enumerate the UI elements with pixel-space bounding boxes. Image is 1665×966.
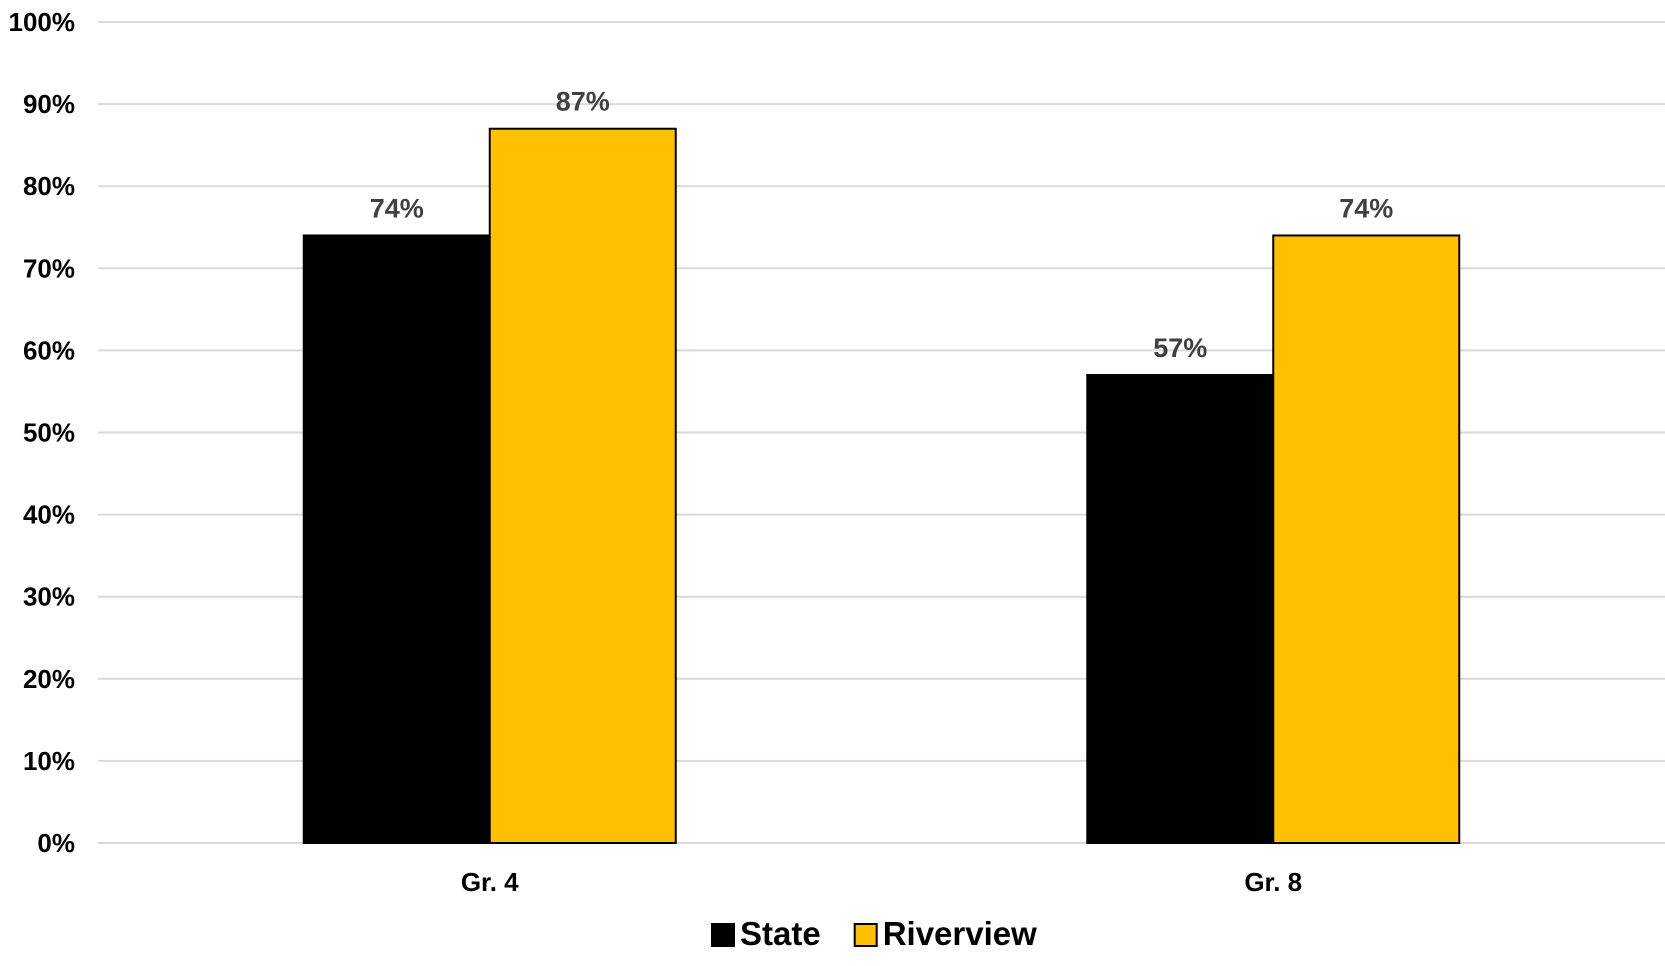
legend: State Riverview <box>711 915 1037 952</box>
y-tick-label: 100% <box>9 7 76 37</box>
data-labels: 74% 87% 57% 74% <box>370 87 1394 363</box>
bars <box>302 127 1461 845</box>
x-axis-tick-labels: Gr. 4 Gr. 8 <box>461 867 1302 897</box>
bar-state-gr-8 <box>1086 374 1275 844</box>
data-label: 74% <box>370 193 424 223</box>
y-tick-label: 60% <box>23 335 75 365</box>
bar-riverview-gr-4 <box>488 127 677 845</box>
data-label: 87% <box>556 87 610 117</box>
y-tick-label: 70% <box>23 253 75 283</box>
data-label: 74% <box>1339 193 1393 223</box>
legend-swatch-state <box>711 923 735 947</box>
legend-label-state: State <box>740 915 821 952</box>
y-tick-label: 90% <box>23 89 75 119</box>
x-tick-label: Gr. 8 <box>1244 867 1302 897</box>
y-axis-tick-labels: 0% 10% 20% 30% 40% 50% 60% 70% 80% 90% 100% <box>9 7 76 858</box>
y-tick-label: 10% <box>23 746 75 776</box>
y-tick-label: 80% <box>23 171 75 201</box>
x-tick-label: Gr. 4 <box>461 867 519 897</box>
data-label: 57% <box>1153 333 1207 363</box>
bar-state-gr-4 <box>302 234 491 844</box>
bar-riverview-gr-8 <box>1272 234 1461 844</box>
y-tick-label: 40% <box>23 500 75 530</box>
legend-label-riverview: Riverview <box>883 915 1037 952</box>
y-tick-label: 0% <box>37 828 75 858</box>
legend-swatch-riverview <box>853 923 878 947</box>
y-tick-label: 50% <box>23 418 75 448</box>
y-tick-label: 30% <box>23 582 75 612</box>
y-tick-label: 20% <box>23 664 75 694</box>
